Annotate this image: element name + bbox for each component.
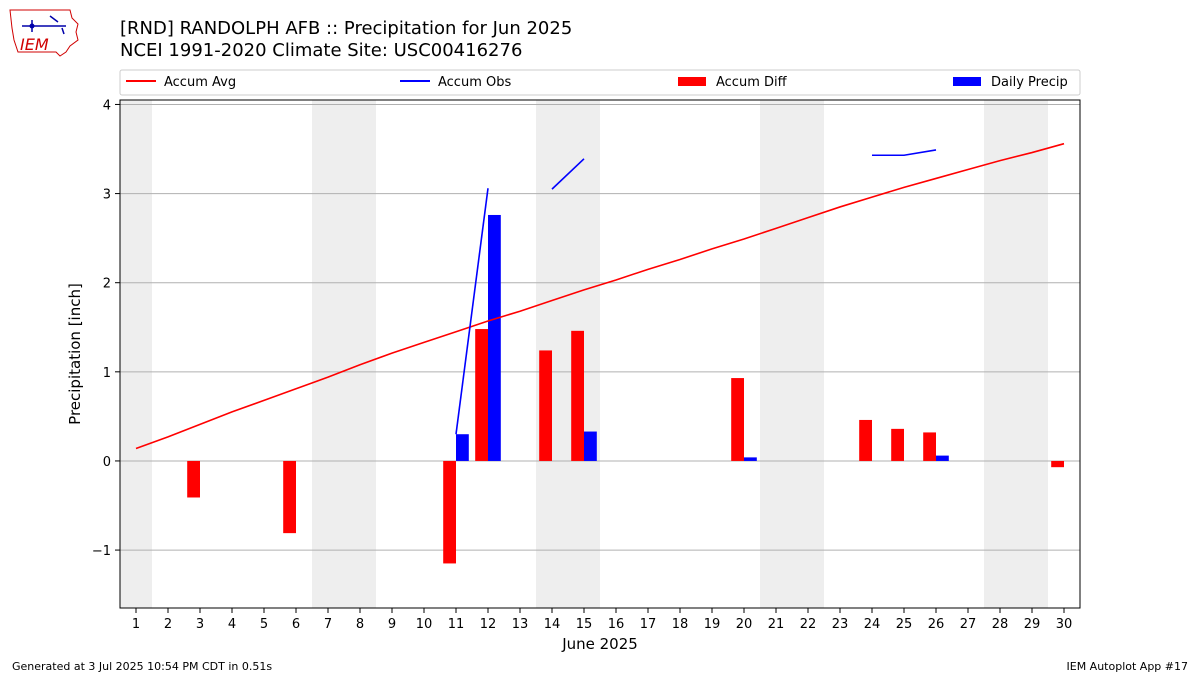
x-tick-label-25: 25 [896,617,913,632]
accum-obs-line-segment-2 [872,149,937,157]
x-tick-label-7: 7 [324,617,332,632]
y-axis: −1 0 1 2 3 4 [92,98,120,559]
x-tick-label-1: 1 [132,617,140,632]
station-dot-icon [29,23,35,29]
daily-precip-bar-20 [744,457,757,461]
x-axis-label: June 2025 [561,635,638,653]
y-tick-label-0: 0 [103,455,111,470]
weekend-band-21 [760,100,792,608]
legend-label-accum-diff: Accum Diff [716,75,788,90]
x-tick-label-21: 21 [768,617,785,632]
x-tick-label-4: 4 [228,617,236,632]
legend-swatch-accum-diff [678,77,706,86]
x-tick-label-12: 12 [480,617,497,632]
grid-lines [120,103,1080,551]
accum-diff-bar-25 [891,428,904,461]
daily-precip-bar-26 [936,455,949,461]
accum-diff-bar-11 [443,460,456,564]
y-axis-label: Precipitation [inch] [66,283,84,425]
weekend-band-22 [792,100,824,608]
x-tick-label-28: 28 [992,617,1009,632]
x-tick-label-19: 19 [704,617,721,632]
weekend-band-8 [344,100,376,608]
legend: Accum Avg Accum Obs Accum Diff Daily Precip [119,69,1081,96]
x-tick-label-26: 26 [928,617,945,632]
daily-precip-bar-15 [584,431,597,461]
accum-obs-line-segment-1 [551,158,585,190]
accum-diff-bar-12 [475,329,488,461]
accum-diff-bar-3 [187,460,200,498]
x-tick-label-13: 13 [512,617,529,632]
x-tick-label-17: 17 [640,617,657,632]
weekend-band-1 [120,100,152,608]
x-tick-label-11: 11 [448,617,465,632]
iem-logo: IEM [9,9,79,57]
legend-label-daily-precip: Daily Precip [991,75,1068,90]
bars-layer [187,214,1064,564]
x-tick-label-6: 6 [292,617,300,632]
weekend-band-28 [984,100,1016,608]
x-tick-label-10: 10 [416,617,433,632]
accum-diff-bar-14 [539,350,552,461]
y-tick-label--1: −1 [92,544,111,559]
x-tick-label-29: 29 [1024,617,1041,632]
daily-precip-bar-11 [456,434,469,461]
title-line-2: NCEI 1991-2020 Climate Site: USC00416276 [120,40,523,61]
x-tick-label-9: 9 [388,617,396,632]
legend-label-accum-avg: Accum Avg [164,75,236,90]
x-tick-label-20: 20 [736,617,753,632]
accum-diff-bar-15 [571,330,584,461]
x-tick-label-15: 15 [576,617,593,632]
y-tick-label-3: 3 [103,188,111,203]
x-tick-label-14: 14 [544,617,561,632]
legend-frame [119,69,1081,96]
x-tick-label-5: 5 [260,617,268,632]
accum-diff-bar-30 [1051,460,1064,468]
x-tick-label-24: 24 [864,617,881,632]
accum-diff-bar-20 [731,378,744,461]
x-tick-label-18: 18 [672,617,689,632]
accum-avg-line-segment-0 [135,142,1065,450]
app-label: IEM Autoplot App #17 [1066,660,1189,673]
x-tick-label-3: 3 [196,617,204,632]
title-line-1: [RND] RANDOLPH AFB :: Precipitation for … [120,18,573,39]
legend-swatch-daily-precip [953,77,981,86]
weekend-band-29 [1016,100,1048,608]
y-tick-label-1: 1 [103,366,111,381]
accum-obs-line-segment-0 [455,188,489,435]
legend-label-accum-obs: Accum Obs [438,75,511,90]
lines-layer [135,142,1065,450]
x-tick-label-22: 22 [800,617,817,632]
logo-text: IEM [20,35,49,54]
accum-diff-bar-26 [923,432,936,461]
y-tick-label-4: 4 [103,98,111,113]
daily-precip-bar-12 [488,214,501,461]
plot-frame [119,99,1081,609]
x-tick-label-16: 16 [608,617,625,632]
weekend-band-7 [312,100,344,608]
x-tick-label-30: 30 [1056,617,1073,632]
x-tick-label-27: 27 [960,617,977,632]
x-tick-label-23: 23 [832,617,849,632]
accum-diff-bar-6 [283,460,296,534]
x-tick-label-2: 2 [164,617,172,632]
y-tick-label-2: 2 [103,277,111,292]
generated-timestamp: Generated at 3 Jul 2025 10:54 PM CDT in … [12,660,273,673]
x-tick-label-8: 8 [356,617,364,632]
accum-diff-bar-24 [859,419,872,461]
x-axis: 1 2 3 4 5 6 7 8 9 10 11 12 13 14 15 16 17 18 19 20 21 22 23 24 2… [132,608,1072,632]
chart-title: [RND] RANDOLPH AFB :: Precipitation for … [120,18,572,62]
iowa-outline-icon [9,9,79,57]
